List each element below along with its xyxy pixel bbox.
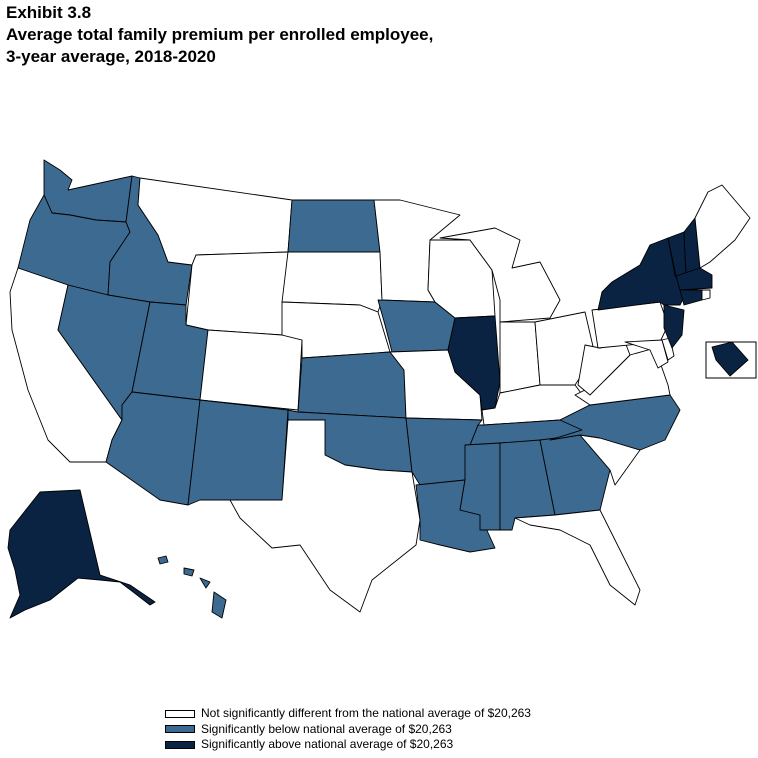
exhibit-label: Exhibit 3.8	[6, 3, 92, 22]
state-AK[interactable]	[7, 489, 156, 619]
state-DC[interactable]	[711, 341, 749, 377]
legend-swatch	[165, 725, 195, 734]
legend-swatch	[165, 709, 195, 718]
title-block: Exhibit 3.8 Average total family premium…	[6, 2, 433, 68]
state-WY[interactable]	[185, 251, 289, 336]
legend-swatch	[165, 740, 195, 749]
legend-label: Significantly below national average of …	[201, 721, 452, 736]
state-CO[interactable]	[199, 329, 303, 411]
state-NJ[interactable]	[663, 304, 685, 349]
legend-label: Significantly above national average of …	[201, 737, 454, 751]
legend: Not significantly different from the nat…	[165, 706, 531, 753]
legend-item-below: Significantly below national average of …	[165, 722, 531, 738]
state-WA[interactable]	[43, 159, 133, 223]
legend-label: Not significantly different from the nat…	[201, 706, 531, 720]
title-line-1: Average total family premium per enrolle…	[6, 25, 434, 44]
state-ME[interactable]	[694, 184, 751, 269]
state-IN[interactable]	[499, 321, 541, 394]
state-CT[interactable]	[679, 289, 703, 306]
state-TX[interactable]	[229, 419, 421, 613]
title-line-2: 3-year average, 2018-2020	[6, 47, 216, 66]
state-HI[interactable]	[157, 555, 227, 619]
legend-item-above: Significantly above national average of …	[165, 737, 531, 753]
state-RI[interactable]	[701, 289, 711, 301]
state-NM[interactable]	[187, 399, 289, 506]
state-ND[interactable]	[287, 199, 381, 253]
state-MI[interactable]	[439, 227, 561, 323]
legend-item-not-significant: Not significantly different from the nat…	[165, 706, 531, 722]
state-FL[interactable]	[514, 509, 641, 606]
state-MA[interactable]	[675, 267, 713, 291]
state-MD[interactable]	[624, 339, 669, 369]
state-KS[interactable]	[297, 351, 407, 419]
